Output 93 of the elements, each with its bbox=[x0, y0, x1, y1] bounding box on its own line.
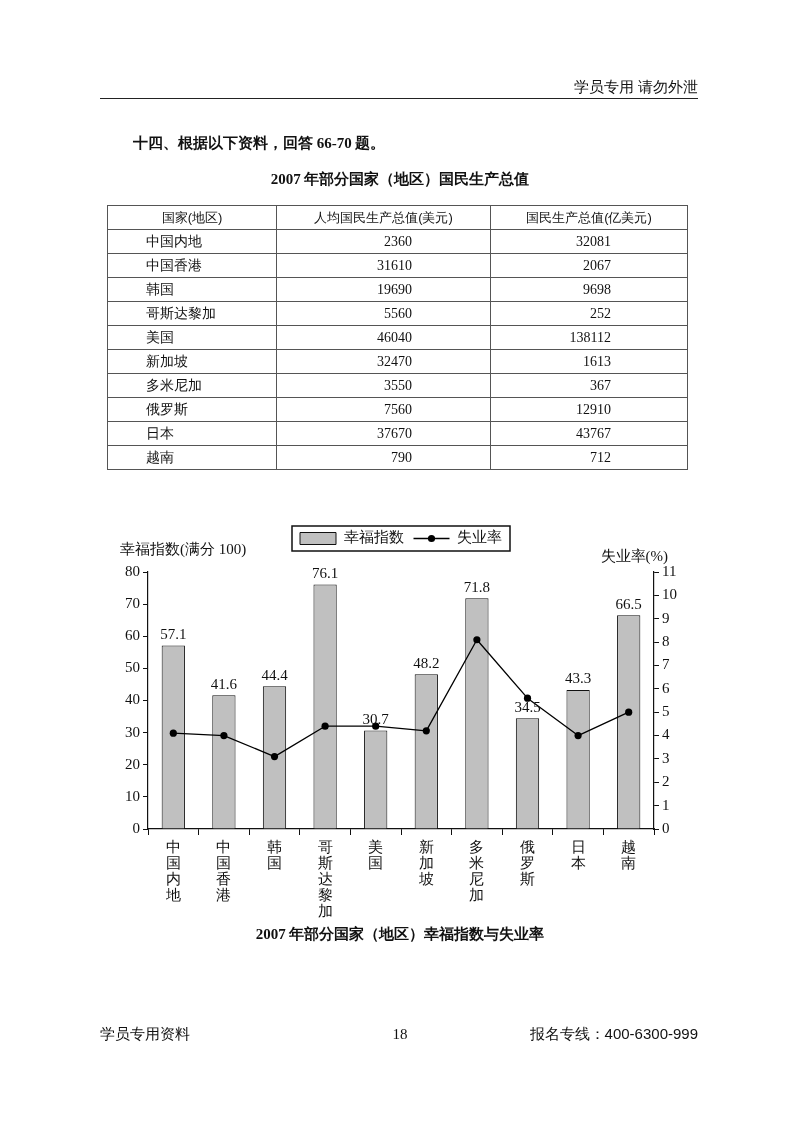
data-label: 43767 bbox=[490, 421, 688, 446]
category-label: 多米尼加 bbox=[107, 373, 277, 398]
data-label: 1613 bbox=[490, 349, 688, 374]
point bbox=[220, 731, 228, 740]
point bbox=[321, 722, 329, 730]
legend-label: 幸福指数 bbox=[343, 529, 404, 546]
x-tick-label: 新加坡 bbox=[418, 839, 435, 887]
data-label: 32081 bbox=[490, 229, 688, 254]
data-label: 9698 bbox=[490, 277, 688, 302]
x-tick-label: 中国内地 bbox=[165, 839, 182, 903]
data-label: 2067 bbox=[490, 253, 688, 278]
data-label: 43.3 bbox=[564, 670, 592, 687]
data-label: 32470 bbox=[276, 349, 491, 374]
point bbox=[422, 727, 430, 735]
y-tick-label: 70 bbox=[125, 595, 140, 612]
y2-tick-label: 7 bbox=[662, 656, 670, 673]
data-label: 66.5 bbox=[615, 595, 642, 612]
data-label: 5560 bbox=[276, 301, 491, 326]
x-tick-label: 越南 bbox=[620, 839, 637, 871]
point bbox=[625, 708, 633, 716]
point bbox=[523, 694, 532, 702]
y-tick-label: 60 bbox=[125, 627, 140, 644]
category-label: 越南 bbox=[107, 445, 277, 470]
y2-tick-label: 8 bbox=[662, 633, 670, 650]
y2-tick-label: 1 bbox=[662, 796, 670, 813]
category-label: 俄罗斯 bbox=[107, 397, 277, 422]
y-tick-label: 20 bbox=[125, 755, 140, 772]
y2-tick-label: 9 bbox=[662, 609, 670, 626]
y-tick-label: 80 bbox=[125, 562, 140, 579]
x-tick-label: 哥斯达黎加 bbox=[317, 839, 334, 919]
text: 学员专用资料 bbox=[100, 1025, 190, 1044]
x-tick-label: 美国 bbox=[367, 839, 384, 871]
y2-tick-label: 3 bbox=[662, 749, 670, 766]
data-label: 252 bbox=[490, 301, 688, 326]
category-label: 日本 bbox=[107, 421, 277, 446]
y2-tick-label: 0 bbox=[662, 819, 670, 836]
data-label: 76.1 bbox=[311, 564, 339, 581]
x-tick-label: 韩国 bbox=[266, 839, 283, 871]
text: 报名专线：400-6300-999 bbox=[529, 1025, 698, 1044]
data-label: 48.2 bbox=[413, 654, 440, 671]
legend-label: 失业率 bbox=[457, 529, 502, 546]
y2-tick-label: 4 bbox=[662, 726, 670, 743]
category-label: 韩国 bbox=[107, 277, 277, 302]
y-axis-title: 幸福指数(满分 100) bbox=[120, 541, 247, 558]
category-label: 新加坡 bbox=[107, 349, 277, 374]
data-label: 37670 bbox=[276, 421, 491, 446]
point bbox=[270, 752, 279, 761]
category-label: 美国 bbox=[107, 325, 277, 350]
y2-tick-label: 6 bbox=[662, 679, 670, 696]
text: 18 bbox=[392, 1026, 408, 1042]
y2-tick-label: 5 bbox=[662, 703, 670, 720]
x-tick-label: 多米尼加 bbox=[468, 839, 485, 903]
text: 2007 年部分国家（地区）国民生产总值 bbox=[270, 171, 530, 187]
data-label: 7560 bbox=[276, 397, 491, 422]
data-label: 46040 bbox=[276, 325, 491, 350]
text: 十四、根据以下资料，回答 66-70 题。 bbox=[133, 134, 386, 153]
text: 国家(地区) bbox=[107, 205, 277, 230]
data-label: 19690 bbox=[276, 277, 491, 302]
data-label: 71.8 bbox=[463, 578, 491, 595]
text: 人均国民生产总值(美元) bbox=[276, 205, 491, 230]
data-label: 41.6 bbox=[210, 675, 238, 692]
data-label: 34.5 bbox=[514, 698, 541, 715]
y-tick-label: 30 bbox=[125, 723, 140, 740]
point bbox=[169, 729, 177, 737]
data-label: 367 bbox=[490, 373, 688, 398]
x-tick-label: 日本 bbox=[570, 839, 587, 871]
data-label: 138112 bbox=[490, 325, 688, 350]
y-tick-label: 0 bbox=[132, 819, 140, 836]
data-label: 2360 bbox=[276, 229, 491, 254]
data-label: 3550 bbox=[276, 373, 491, 398]
text: 学员专用 请勿外泄 bbox=[573, 78, 698, 95]
text: 国民生产总值(亿美元) bbox=[490, 205, 688, 230]
text: 2007 年部分国家（地区）幸福指数与失业率 bbox=[255, 926, 545, 942]
data-label: 790 bbox=[276, 445, 491, 470]
y2-tick-label: 2 bbox=[662, 773, 670, 790]
data-label: 44.4 bbox=[261, 666, 289, 683]
y-tick-label: 10 bbox=[125, 787, 140, 804]
data-label: 31610 bbox=[276, 253, 491, 278]
y-tick-label: 50 bbox=[125, 659, 140, 676]
x-tick-label: 中国香港 bbox=[215, 839, 232, 903]
point bbox=[574, 731, 582, 740]
data-label: 12910 bbox=[490, 397, 688, 422]
y-tick-label: 40 bbox=[125, 691, 140, 708]
data-label: 712 bbox=[490, 445, 688, 470]
data-label: 30.7 bbox=[362, 710, 390, 727]
point bbox=[473, 636, 481, 644]
category-label: 中国香港 bbox=[107, 253, 277, 278]
category-label: 哥斯达黎加 bbox=[107, 301, 277, 326]
x-tick-label: 俄罗斯 bbox=[519, 839, 536, 887]
y2-tick-label: 10 bbox=[662, 586, 677, 603]
y2-axis-title: 失业率(%) bbox=[600, 548, 668, 565]
data-label: 57.1 bbox=[160, 626, 187, 642]
category-label: 中国内地 bbox=[107, 229, 277, 254]
